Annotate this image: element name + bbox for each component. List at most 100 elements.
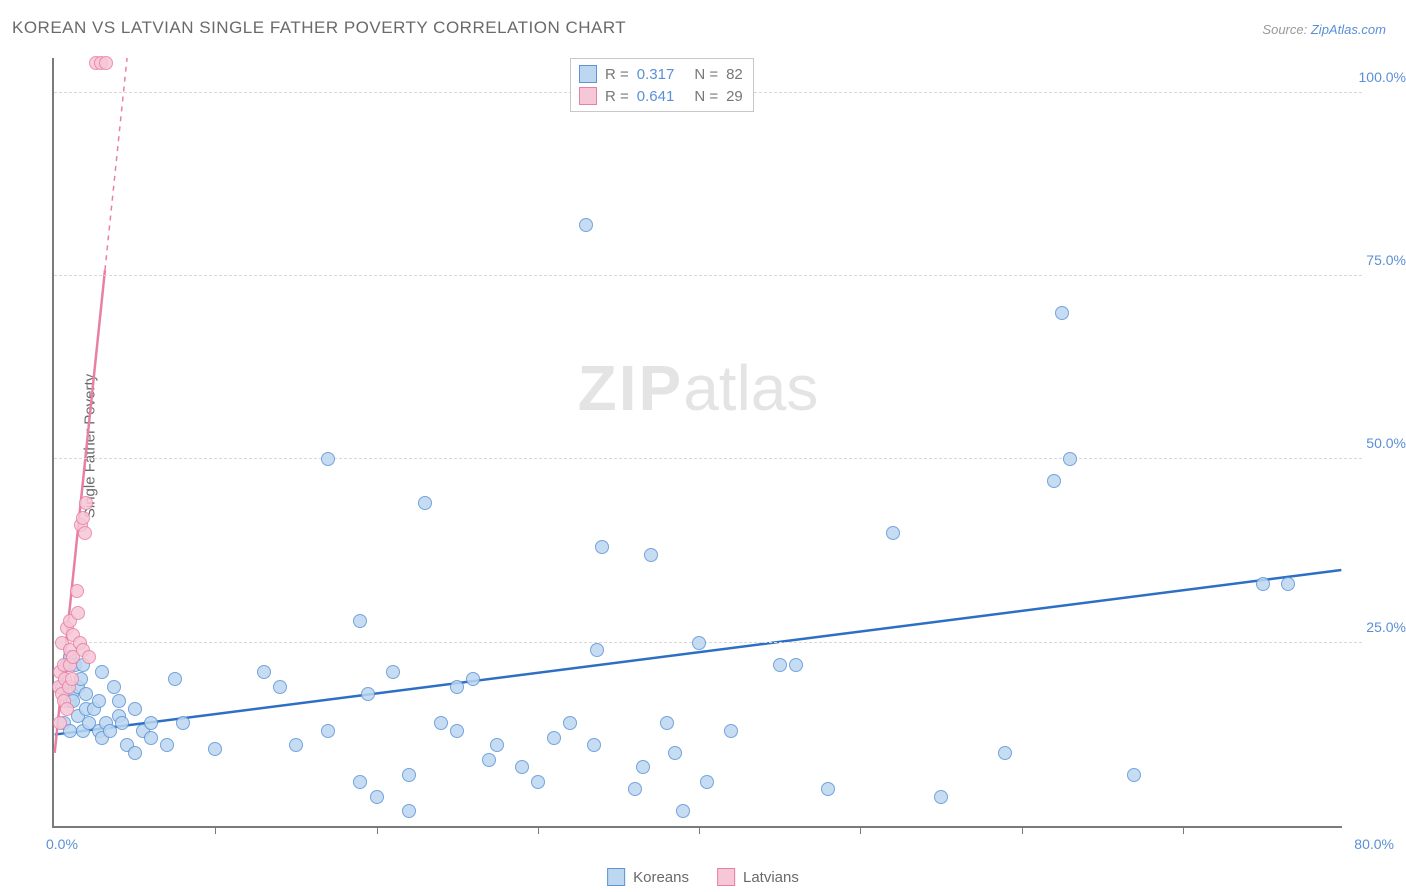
gridline [54,458,1362,459]
data-point [361,687,375,701]
data-point [82,650,96,664]
trend-lines-svg [54,58,1342,826]
data-point [76,511,90,525]
watermark-zip: ZIP [578,352,684,424]
data-point [321,452,335,466]
legend-series-label: Koreans [633,869,689,886]
data-point [724,724,738,738]
data-point [587,738,601,752]
data-point [168,672,182,686]
data-point [60,702,74,716]
data-point [176,716,190,730]
x-tick [699,826,700,834]
data-point [636,760,650,774]
data-point [1281,577,1295,591]
plot-area: ZIPatlas 25.0%50.0%75.0%100.0%0.0%80.0% [52,58,1342,828]
data-point [692,636,706,650]
source-attribution: Source: ZipAtlas.com [1262,22,1386,37]
data-point [128,702,142,716]
data-point [144,731,158,745]
data-point [71,606,85,620]
data-point [590,643,604,657]
data-point [668,746,682,760]
legend-n-value: 29 [726,88,743,105]
data-point [628,782,642,796]
data-point [644,548,658,562]
data-point [273,680,287,694]
x-tick [1183,826,1184,834]
data-point [998,746,1012,760]
correlation-legend: R =0.317N =82R =0.641N =29 [570,58,754,112]
data-point [128,746,142,760]
chart-title: KOREAN VS LATVIAN SINGLE FATHER POVERTY … [12,18,626,38]
data-point [79,496,93,510]
y-tick-label: 75.0% [1366,252,1406,268]
data-point [402,804,416,818]
data-point [95,665,109,679]
y-tick-label: 100.0% [1359,69,1406,85]
chart-container: KOREAN VS LATVIAN SINGLE FATHER POVERTY … [0,0,1406,892]
data-point [112,694,126,708]
data-point [1127,768,1141,782]
data-point [70,584,84,598]
data-point [821,782,835,796]
data-point [160,738,174,752]
legend-swatch [579,87,597,105]
data-point [434,716,448,730]
x-tick [860,826,861,834]
gridline [54,275,1362,276]
data-point [257,665,271,679]
data-point [450,680,464,694]
data-point [482,753,496,767]
legend-item: Latvians [717,868,799,886]
data-point [65,672,79,686]
data-point [547,731,561,745]
source-link[interactable]: ZipAtlas.com [1311,22,1386,37]
data-point [1047,474,1061,488]
legend-n-label: N = [694,66,718,83]
x-tick [1022,826,1023,834]
legend-series-label: Latvians [743,869,799,886]
data-point [515,760,529,774]
legend-n-value: 82 [726,66,743,83]
watermark-atlas: atlas [683,352,818,424]
data-point [660,716,674,730]
data-point [595,540,609,554]
legend-r-value: 0.317 [637,66,675,83]
source-label: Source: [1262,22,1307,37]
gridline [54,642,1362,643]
legend-swatch [579,65,597,83]
y-tick-label: 50.0% [1366,435,1406,451]
trend-line-dashed [105,58,127,270]
x-max-label: 80.0% [1354,836,1394,852]
data-point [92,694,106,708]
data-point [99,56,113,70]
data-point [531,775,545,789]
legend-swatch [717,868,735,886]
data-point [353,775,367,789]
data-point [107,680,121,694]
legend-item: Koreans [607,868,689,886]
legend-swatch [607,868,625,886]
data-point [78,526,92,540]
data-point [418,496,432,510]
x-tick [215,826,216,834]
data-point [353,614,367,628]
legend-r-value: 0.641 [637,88,675,105]
data-point [934,790,948,804]
data-point [386,665,400,679]
data-point [1055,306,1069,320]
data-point [79,687,93,701]
legend-r-label: R = [605,88,629,105]
data-point [402,768,416,782]
data-point [115,716,129,730]
data-point [53,716,67,730]
series-legend: Koreans Latvians [607,868,799,886]
data-point [886,526,900,540]
x-tick [538,826,539,834]
data-point [773,658,787,672]
data-point [450,724,464,738]
data-point [144,716,158,730]
data-point [370,790,384,804]
data-point [700,775,714,789]
